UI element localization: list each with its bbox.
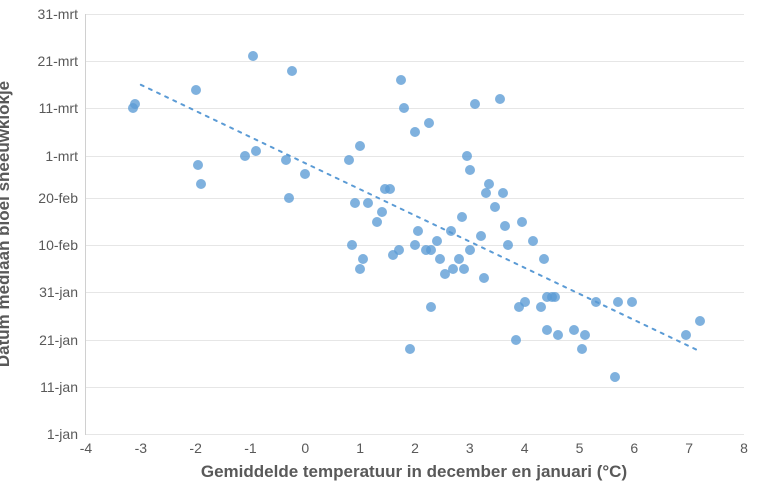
data-point — [405, 344, 415, 354]
data-point — [287, 66, 297, 76]
data-point — [498, 188, 508, 198]
y-tick-label: 11-jan — [40, 379, 86, 395]
data-point — [424, 118, 434, 128]
data-point — [410, 127, 420, 137]
x-tick-label: 0 — [301, 434, 309, 456]
y-tick-label: 11-mrt — [39, 100, 86, 116]
x-tick-label: 7 — [685, 434, 693, 456]
data-point — [465, 245, 475, 255]
x-tick-label: 4 — [521, 434, 529, 456]
x-tick-label: 2 — [411, 434, 419, 456]
y-tick-label: 10-feb — [38, 237, 86, 253]
y-tick-label: 21-mrt — [38, 53, 86, 69]
data-point — [580, 330, 590, 340]
y-tick-label: 20-feb — [38, 190, 86, 206]
data-point — [517, 217, 527, 227]
data-point — [426, 302, 436, 312]
data-point — [413, 226, 423, 236]
data-point — [372, 217, 382, 227]
x-tick-label: -1 — [244, 434, 256, 456]
data-point — [191, 85, 201, 95]
data-point — [553, 330, 563, 340]
data-point — [465, 165, 475, 175]
data-point — [695, 316, 705, 326]
data-point — [495, 94, 505, 104]
x-axis-title: Gemiddelde temperatuur in december en ja… — [201, 462, 627, 482]
data-point — [528, 236, 538, 246]
data-point — [251, 146, 261, 156]
scatter-chart: 1-jan11-jan21-jan31-jan10-feb20-feb1-mrt… — [0, 0, 770, 502]
x-tick-label: 5 — [576, 434, 584, 456]
data-point — [446, 226, 456, 236]
data-point — [196, 179, 206, 189]
y-axis-title: Datum mediaan bloei sneeuwklokje — [0, 81, 14, 367]
x-tick-label: -4 — [80, 434, 92, 456]
trend-line-layer — [86, 14, 744, 434]
y-tick-label: 31-mrt — [38, 6, 86, 22]
trend-line — [141, 85, 700, 352]
data-point — [550, 292, 560, 302]
y-tick-label: 31-jan — [39, 284, 86, 300]
x-tick-label: 3 — [466, 434, 474, 456]
data-point — [476, 231, 486, 241]
data-point — [484, 179, 494, 189]
data-point — [520, 297, 530, 307]
data-point — [240, 151, 250, 161]
data-point — [457, 212, 467, 222]
data-point — [490, 202, 500, 212]
data-point — [130, 99, 140, 109]
x-tick-label: -3 — [135, 434, 147, 456]
data-point — [542, 325, 552, 335]
data-point — [355, 264, 365, 274]
data-point — [479, 273, 489, 283]
x-tick-label: 6 — [630, 434, 638, 456]
data-point — [284, 193, 294, 203]
x-tick-label: -2 — [189, 434, 201, 456]
data-point — [432, 236, 442, 246]
x-tick-label: 1 — [356, 434, 364, 456]
data-point — [470, 99, 480, 109]
data-point — [385, 184, 395, 194]
data-point — [627, 297, 637, 307]
x-tick-label: 8 — [740, 434, 748, 456]
y-tick-label: 1-mrt — [45, 148, 86, 164]
data-point — [536, 302, 546, 312]
data-point — [462, 151, 472, 161]
y-tick-label: 21-jan — [39, 332, 86, 348]
data-point — [394, 245, 404, 255]
plot-area: 1-jan11-jan21-jan31-jan10-feb20-feb1-mrt… — [85, 14, 744, 435]
data-point — [613, 297, 623, 307]
data-point — [350, 198, 360, 208]
x-axis-title-prefix: Gemiddelde temperatuur in december en ja… — [201, 462, 603, 481]
x-axis-title-suffix: ) — [621, 462, 627, 481]
data-point — [591, 297, 601, 307]
x-axis-title-unit: °C — [602, 462, 621, 481]
